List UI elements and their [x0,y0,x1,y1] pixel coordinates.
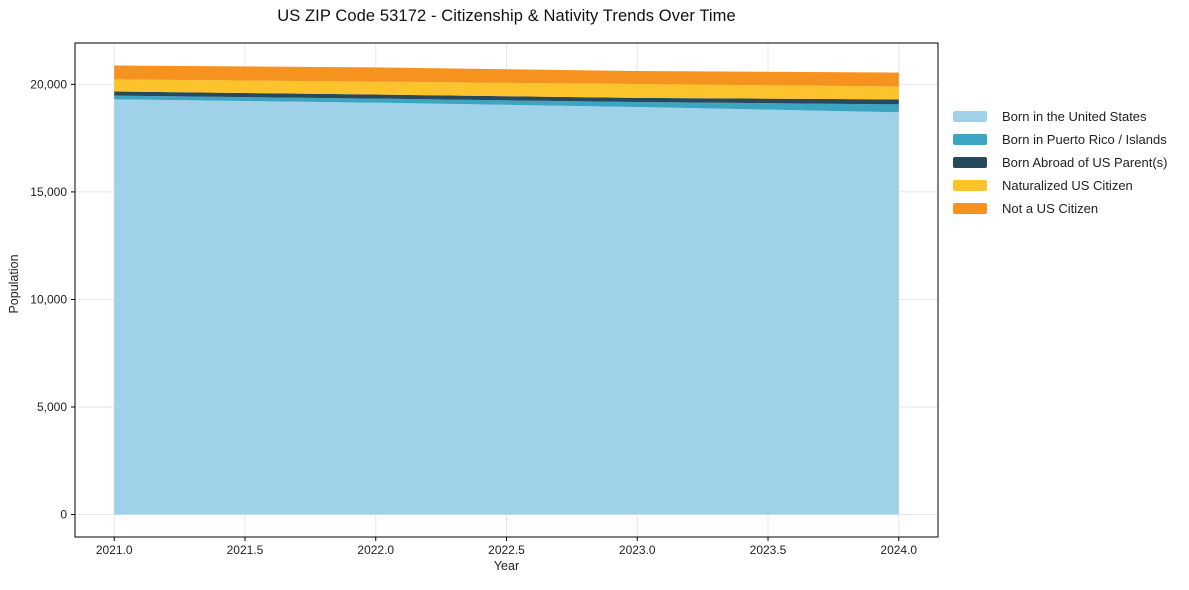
y-tick-label: 20,000 [30,77,67,91]
y-tick-label: 15,000 [30,185,67,199]
legend-item-label: Born Abroad of US Parent(s) [1002,155,1168,170]
area-naturalized-us-citizen [114,79,899,100]
area-born-in-the-united-states [114,99,899,515]
legend-item-label: Not a US Citizen [1002,201,1099,216]
x-tick-label: 2021.0 [96,543,133,557]
area-born-in-puerto-rico-islands [114,95,899,113]
chart-title: US ZIP Code 53172 - Citizenship & Nativi… [277,7,736,25]
legend: Born in the United States Born in Puerto … [953,105,1167,220]
x-tick-label: 2022.0 [357,543,394,557]
x-tick-label: 2023.5 [750,543,787,557]
legend-item-born-in-the-united-states: Born in the United States [953,105,1167,128]
legend-swatch [953,157,987,168]
y-tick-label: 5,000 [37,400,67,414]
y-tick-label: 10,000 [30,292,67,306]
legend-item-born-abroad-of-us-parent-s: Born Abroad of US Parent(s) [953,151,1167,174]
legend-swatch [953,203,987,214]
legend-swatch [953,111,987,122]
legend-item-label: Born in the United States [1002,109,1147,124]
legend-swatch [953,180,987,191]
legend-item-born-in-puerto-rico-islands: Born in Puerto Rico / Islands [953,128,1167,151]
area-born-abroad-of-us-parent-s [114,91,899,105]
area-not-a-us-citizen [114,65,899,87]
x-tick-label: 2022.5 [488,543,525,557]
y-axis-label: Population [7,254,21,314]
legend-item-not-a-us-citizen: Not a US Citizen [953,197,1167,220]
y-tick-label: 0 [60,508,67,522]
legend-swatch [953,134,987,145]
x-tick-label: 2023.0 [619,543,656,557]
legend-item-label: Born in Puerto Rico / Islands [1002,132,1167,147]
legend-item-label: Naturalized US Citizen [1002,178,1133,193]
x-tick-label: 2021.5 [227,543,264,557]
legend-item-naturalized-us-citizen: Naturalized US Citizen [953,174,1167,197]
x-axis-label: Year [493,559,520,573]
x-tick-label: 2024.0 [880,543,917,557]
